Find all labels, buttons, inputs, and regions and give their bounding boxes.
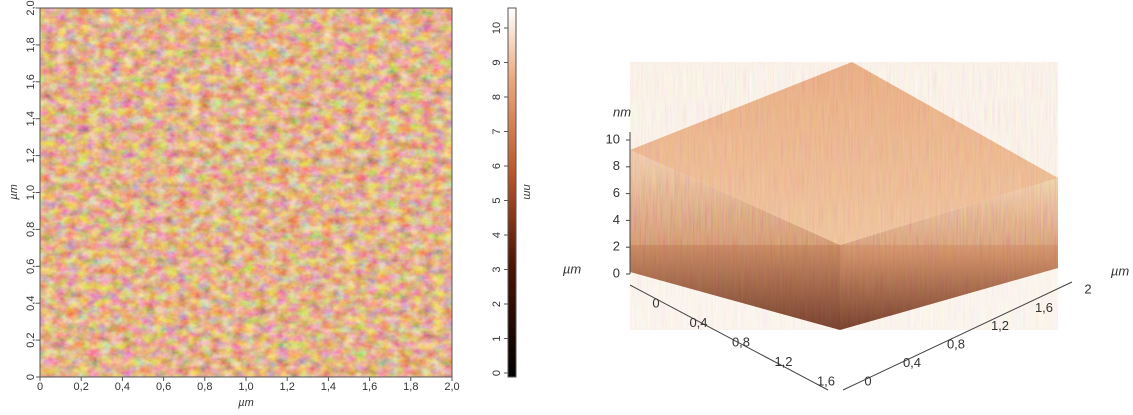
surface-top-texture bbox=[630, 62, 1058, 245]
colorbar-tick-label: 2 bbox=[491, 301, 503, 307]
left-axis-label: µm bbox=[563, 261, 581, 276]
right-axis-tick-label: 2 bbox=[1084, 281, 1091, 296]
y-tick-label: 0,8 bbox=[25, 222, 37, 237]
y-tick-label: 1,0 bbox=[25, 185, 37, 200]
colorbar bbox=[507, 7, 517, 378]
right-axis-tick-label: 1,2 bbox=[991, 318, 1009, 333]
colorbar-tick-label: 7 bbox=[491, 128, 503, 134]
colorbar-tick-label: 9 bbox=[491, 59, 503, 65]
colorbar-tick-label: 8 bbox=[491, 94, 503, 100]
left-axis-tick-label: 0 bbox=[652, 295, 659, 310]
y-tick-label: 0,2 bbox=[25, 332, 37, 347]
z-tick-label: 8 bbox=[613, 158, 620, 173]
surface-3d bbox=[630, 62, 1058, 330]
x-tick-label: 0,2 bbox=[74, 381, 89, 393]
x-tick-label: 1,4 bbox=[321, 381, 336, 393]
surface-left-spikes bbox=[630, 150, 840, 330]
z-tick-label: 10 bbox=[606, 131, 620, 146]
colorbar-tick-label: 0 bbox=[491, 370, 503, 376]
y-tick-label: 1,8 bbox=[25, 37, 37, 52]
z-tick-label: 2 bbox=[613, 239, 620, 254]
z-tick-label: 0 bbox=[613, 265, 620, 280]
right-axis-tick-label: 0,8 bbox=[947, 337, 965, 352]
z-axis-label: nm bbox=[613, 104, 631, 119]
y-tick-label: 0,6 bbox=[25, 259, 37, 274]
x-tick-label: 1,0 bbox=[238, 381, 253, 393]
surface-right-spikes bbox=[840, 178, 1058, 330]
colorbar-tick-label: 1 bbox=[491, 335, 503, 341]
y-tick-label: 0,4 bbox=[25, 296, 37, 311]
right-axis-label: µm bbox=[1111, 263, 1129, 278]
y-tick-label: 2,0 bbox=[25, 0, 37, 15]
colorbar-tick-label: 3 bbox=[491, 266, 503, 272]
y-tick-label: 1,4 bbox=[25, 111, 37, 126]
x-tick-label: 0,4 bbox=[115, 381, 130, 393]
colorbar-tick-label: 10 bbox=[491, 22, 503, 34]
x-tick-label: 1,8 bbox=[403, 381, 418, 393]
left-axis-tick-label: 1,6 bbox=[817, 373, 835, 388]
z-tick-label: 6 bbox=[613, 185, 620, 200]
height-map-texture bbox=[40, 8, 452, 377]
colorbar-tick-label: 5 bbox=[491, 197, 503, 203]
x-axis-label: µm bbox=[238, 397, 254, 409]
x-tick-label: 2,0 bbox=[444, 381, 459, 393]
x-tick-label: 0 bbox=[37, 381, 43, 393]
colorbar-tick-label: 6 bbox=[491, 163, 503, 169]
left-floor-axis bbox=[629, 284, 829, 391]
y-tick-label: 1,6 bbox=[25, 74, 37, 89]
x-tick-label: 0,8 bbox=[197, 381, 212, 393]
colorbar-tick-label: 4 bbox=[491, 232, 503, 238]
left-axis-tick-label: 1,2 bbox=[774, 354, 792, 369]
y-tick-label: 1,2 bbox=[25, 148, 37, 163]
x-tick-label: 1,2 bbox=[280, 381, 295, 393]
z-tick-label: 4 bbox=[613, 212, 620, 227]
left-axis-tick-label: 0,8 bbox=[732, 334, 750, 349]
right-axis-tick-label: 0,4 bbox=[903, 355, 921, 370]
left-axis-tick-label: 0,4 bbox=[689, 315, 707, 330]
x-tick-label: 1,6 bbox=[362, 381, 377, 393]
y-tick-label: 0 bbox=[25, 374, 37, 380]
x-tick-label: 0,6 bbox=[156, 381, 171, 393]
right-axis-tick-label: 0 bbox=[864, 373, 871, 388]
y-axis-label: µm bbox=[8, 184, 20, 200]
right-floor-axis bbox=[842, 281, 1073, 391]
colorbar-label: nm bbox=[521, 184, 533, 199]
right-axis-tick-label: 1,6 bbox=[1035, 300, 1053, 315]
